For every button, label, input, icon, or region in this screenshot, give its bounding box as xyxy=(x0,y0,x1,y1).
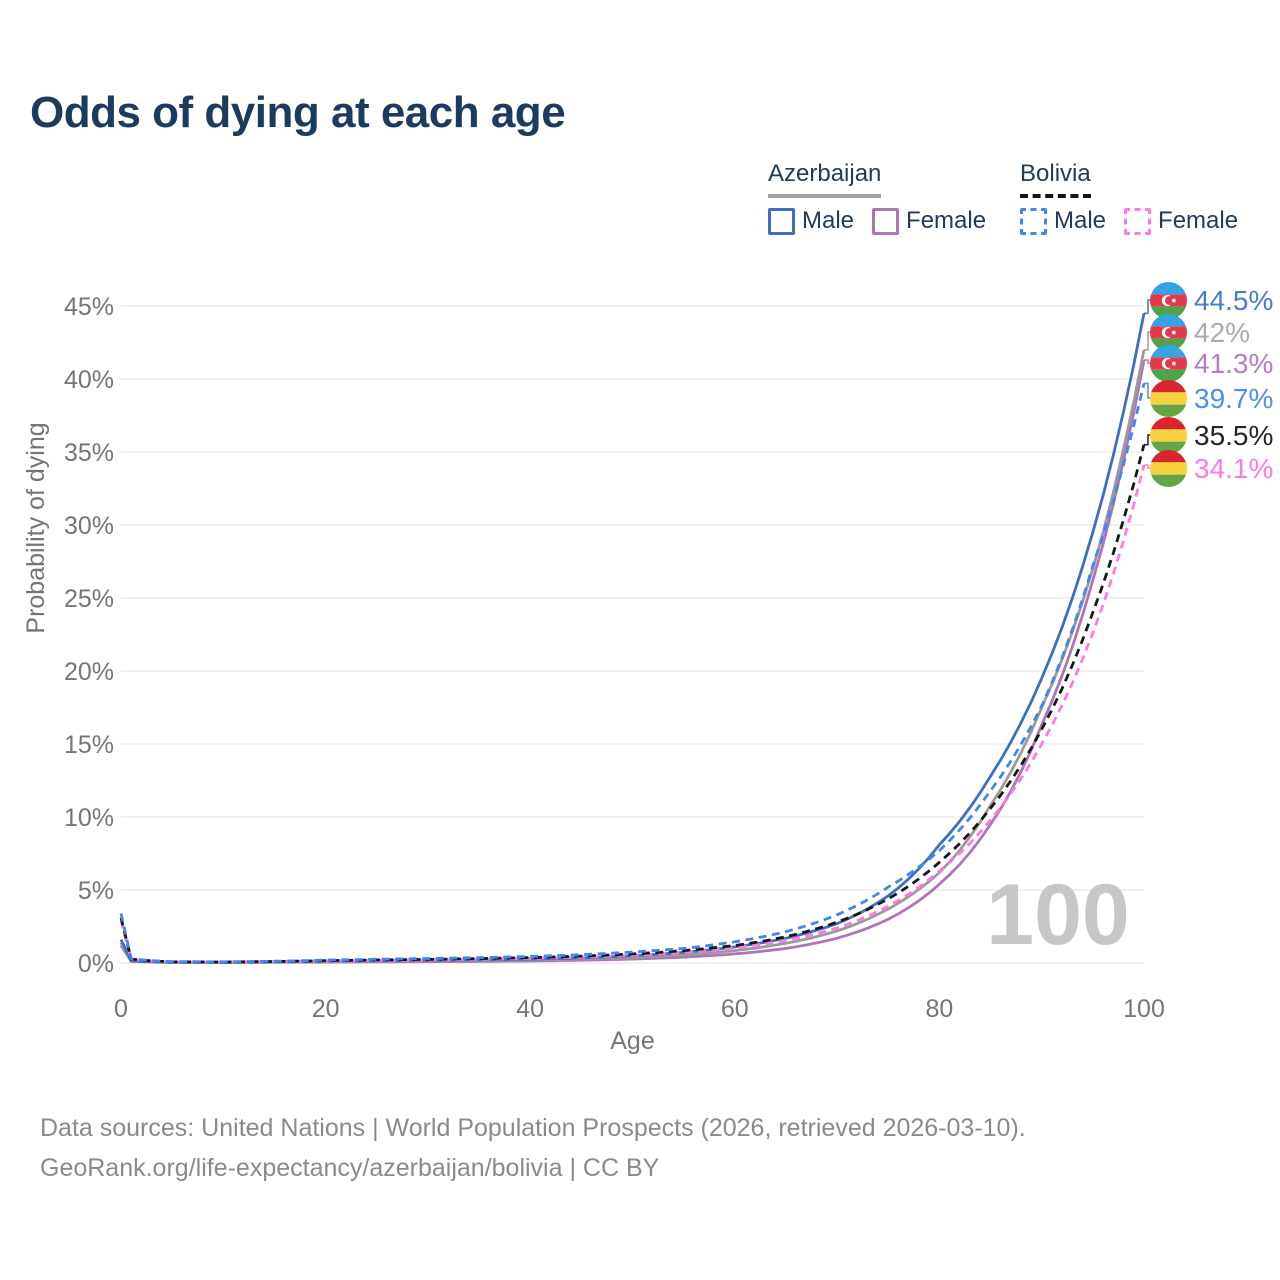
legend-group-azerbaijan: Azerbaijan Male Female xyxy=(768,160,1004,235)
end-label-az_male: 44.5% xyxy=(1150,282,1273,319)
end-label-value: 34.1% xyxy=(1194,452,1274,484)
end-label-value: 44.5% xyxy=(1194,284,1274,316)
y-tick-label: 25% xyxy=(64,585,114,613)
end-label-bo_male: 39.7% xyxy=(1150,380,1273,417)
legend-item-bolivia-female[interactable]: Female xyxy=(1124,207,1238,235)
legend-item-label: Male xyxy=(1054,207,1107,234)
legend-item-bolivia-male[interactable]: Male xyxy=(1020,207,1106,235)
bolivia-male-swatch-icon xyxy=(1020,207,1047,235)
x-tick-label: 40 xyxy=(516,995,544,1023)
bolivia-female-swatch-icon xyxy=(1124,207,1152,235)
legend-group-bolivia: Bolivia Male Female xyxy=(1020,160,1256,235)
x-tick-label: 0 xyxy=(114,995,128,1023)
legend-country-bolivia[interactable]: Bolivia xyxy=(1020,160,1091,198)
end-label-value: 35.5% xyxy=(1194,419,1274,451)
x-axis-title: Age xyxy=(610,1027,654,1055)
page-title: Odds of dying at each age xyxy=(30,88,566,137)
curve-bo_male[interactable] xyxy=(119,383,1146,964)
legend-item-label: Female xyxy=(1158,207,1239,234)
y-axis-title: Probability of dying xyxy=(22,422,50,633)
azerbaijan-flag-icon xyxy=(1150,345,1187,382)
line-chart: 0% 5% 10% 15% 20% 25% 30% 35% 40% 45% 0 20 40 60 80 100… xyxy=(22,293,1165,1055)
y-tick-label: 10% xyxy=(64,804,114,832)
x-tick-label: 100 xyxy=(1123,995,1165,1023)
watermark-age-100: 100 xyxy=(986,867,1130,963)
y-tick-label: 15% xyxy=(64,731,114,759)
legend-item-label: Male xyxy=(802,207,855,234)
azerbaijan-female-swatch-icon xyxy=(872,207,900,235)
y-tick-label: 45% xyxy=(64,293,114,321)
curve-az_male[interactable] xyxy=(119,313,1146,964)
x-tick-label: 80 xyxy=(925,995,953,1023)
bolivia-flag-icon xyxy=(1150,417,1187,454)
data-sources-text: Data sources: United Nations | World Pop… xyxy=(40,1114,1026,1142)
y-tick-label: 30% xyxy=(64,512,114,540)
end-label-value: 39.7% xyxy=(1194,382,1274,414)
footer: Data sources: United Nations | World Pop… xyxy=(40,1108,1026,1188)
legend-item-label: Female xyxy=(906,207,987,234)
x-tick-label: 20 xyxy=(312,995,340,1023)
legend-item-azerbaijan-female[interactable]: Female xyxy=(872,207,986,235)
azerbaijan-flag-icon xyxy=(1150,282,1187,319)
y-tick-label: 20% xyxy=(64,658,114,686)
end-label-value: 42% xyxy=(1194,316,1251,348)
y-tick-label: 40% xyxy=(64,366,114,394)
end-label-bo_female: 34.1% xyxy=(1150,450,1273,487)
attribution-link-text[interactable]: GeoRank.org/life-expectancy/azerbaijan/b… xyxy=(40,1154,660,1182)
legend-item-azerbaijan-male[interactable]: Male xyxy=(768,207,854,235)
end-label-az_female: 41.3% xyxy=(1150,345,1273,382)
y-tick-label: 0% xyxy=(78,950,114,978)
y-tick-label: 35% xyxy=(64,439,114,467)
legend-country-azerbaijan[interactable]: Azerbaijan xyxy=(768,160,882,198)
end-label-value: 41.3% xyxy=(1194,347,1274,379)
end-label-bo_total: 35.5% xyxy=(1150,417,1273,454)
bolivia-flag-icon xyxy=(1150,380,1187,417)
bolivia-flag-icon xyxy=(1150,450,1187,487)
azerbaijan-male-swatch-icon xyxy=(768,207,795,235)
x-tick-label: 60 xyxy=(721,995,749,1023)
y-tick-label: 5% xyxy=(78,877,114,905)
legend: Azerbaijan Male Female Bolivia Male xyxy=(0,160,1280,250)
